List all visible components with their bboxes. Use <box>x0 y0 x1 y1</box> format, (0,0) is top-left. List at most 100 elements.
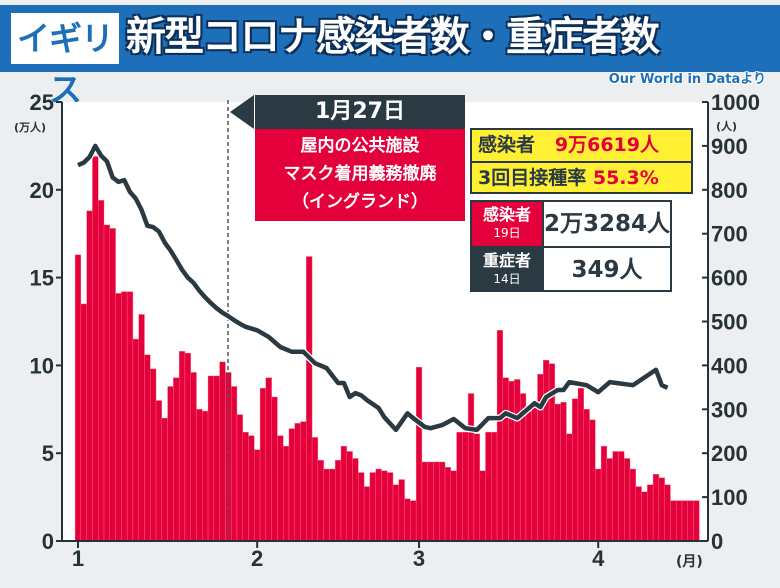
case-bar <box>300 421 307 542</box>
left-tick-label: 10 <box>30 353 54 378</box>
case-bar <box>294 423 301 542</box>
case-bar <box>369 472 376 542</box>
case-bar <box>560 402 567 542</box>
case-bar <box>132 338 139 542</box>
case-bar <box>150 368 157 542</box>
case-bar <box>242 431 249 542</box>
case-bar <box>196 409 203 542</box>
case-bar <box>259 388 267 542</box>
x-axis-unit: (月) <box>676 554 703 570</box>
summary-cases: 感染者 9万6619人 <box>472 130 691 161</box>
case-bar <box>502 377 509 542</box>
right-axis-unit: (人) <box>716 119 737 133</box>
case-bar <box>392 484 399 542</box>
case-bar <box>571 398 579 542</box>
case-bar <box>173 377 180 542</box>
case-bar <box>92 156 99 542</box>
cases-value: 9万6619人 <box>554 134 659 156</box>
case-bar <box>456 431 463 542</box>
case-bar <box>329 468 336 542</box>
right-tick-label: 600 <box>711 266 748 291</box>
case-bar <box>439 461 446 542</box>
case-bar <box>340 445 347 542</box>
severe-cases-line <box>77 143 669 433</box>
case-bar <box>86 210 93 542</box>
header-bar: イギリス 新型コロナ感染者数・重症者数 <box>0 5 780 109</box>
row-label-text: 重症者 <box>482 251 531 270</box>
case-bar <box>554 403 561 542</box>
case-bar <box>583 409 590 542</box>
case-bar <box>415 366 423 542</box>
case-bar <box>647 484 654 542</box>
case-bar <box>74 254 82 542</box>
case-bar <box>271 396 278 542</box>
case-bar <box>670 500 677 542</box>
case-bar <box>421 461 428 542</box>
right-tick-label: 200 <box>711 441 748 466</box>
summary-box: 感染者 9万6619人 3回目接種率 55.3% <box>470 128 693 194</box>
left-tick-label: 25 <box>30 90 54 115</box>
case-bar <box>444 467 452 542</box>
case-bar <box>288 428 295 542</box>
case-bar <box>508 381 515 542</box>
right-tick-label: 300 <box>711 397 748 422</box>
case-bar <box>566 433 573 542</box>
case-bar <box>155 400 163 542</box>
case-bar <box>282 445 290 542</box>
case-bar <box>496 330 504 542</box>
annotation-line: マスク着用義務撤廃 <box>283 164 437 184</box>
case-bar <box>358 472 365 542</box>
case-bar <box>311 437 319 542</box>
case-bar <box>491 431 498 542</box>
case-bar <box>213 375 220 542</box>
country-label: イギリス <box>11 13 119 109</box>
annotation-box: 屋内の公共施設 マスク着用義務撤廃 （イングランド） <box>255 129 465 221</box>
case-bar <box>126 291 134 542</box>
right-tick-label: 800 <box>711 178 748 203</box>
case-bar <box>398 479 405 542</box>
case-bar <box>514 379 521 542</box>
case-bar <box>387 472 394 542</box>
chart-title: 新型コロナ感染者数・重症者数 <box>126 14 660 60</box>
case-bar <box>230 386 238 542</box>
case-bar <box>693 500 700 542</box>
case-bar <box>207 375 215 542</box>
case-bar <box>589 419 596 542</box>
case-bar <box>265 377 272 542</box>
case-bar <box>277 435 284 542</box>
case-bar <box>612 451 619 542</box>
case-bar <box>606 458 613 542</box>
row-date: 19日 <box>493 226 521 240</box>
case-bar <box>467 393 475 542</box>
case-bar <box>219 361 226 542</box>
right-tick-label: 700 <box>711 222 748 247</box>
case-bar <box>98 200 105 542</box>
case-bar <box>317 460 324 542</box>
case-bar <box>335 460 342 542</box>
table-row: 重症者 14日 349人 <box>472 246 670 292</box>
case-bar <box>138 314 145 542</box>
case-bar <box>248 435 255 542</box>
case-bar <box>450 470 457 542</box>
x-tick-label: 2 <box>251 546 263 571</box>
annotation-line: 屋内の公共施設 <box>300 136 420 156</box>
case-bar <box>121 291 128 542</box>
right-tick-label: 500 <box>711 310 748 335</box>
case-bar <box>404 498 411 542</box>
case-bar <box>577 388 584 542</box>
case-bar <box>652 474 660 542</box>
case-bar <box>184 352 191 542</box>
case-bar <box>254 449 261 542</box>
left-axis-unit: (万人) <box>14 120 46 134</box>
row-label: 重症者 14日 <box>472 248 542 292</box>
case-bar <box>479 470 486 542</box>
case-bar <box>323 468 330 542</box>
case-bar <box>306 256 313 542</box>
right-tick-label: 400 <box>711 353 748 378</box>
booster-label: 3回目接種率 <box>478 167 587 189</box>
source-credit: Our World in Dataより <box>608 72 766 87</box>
case-bar <box>346 451 353 542</box>
right-tick-label: 1000 <box>711 90 760 115</box>
